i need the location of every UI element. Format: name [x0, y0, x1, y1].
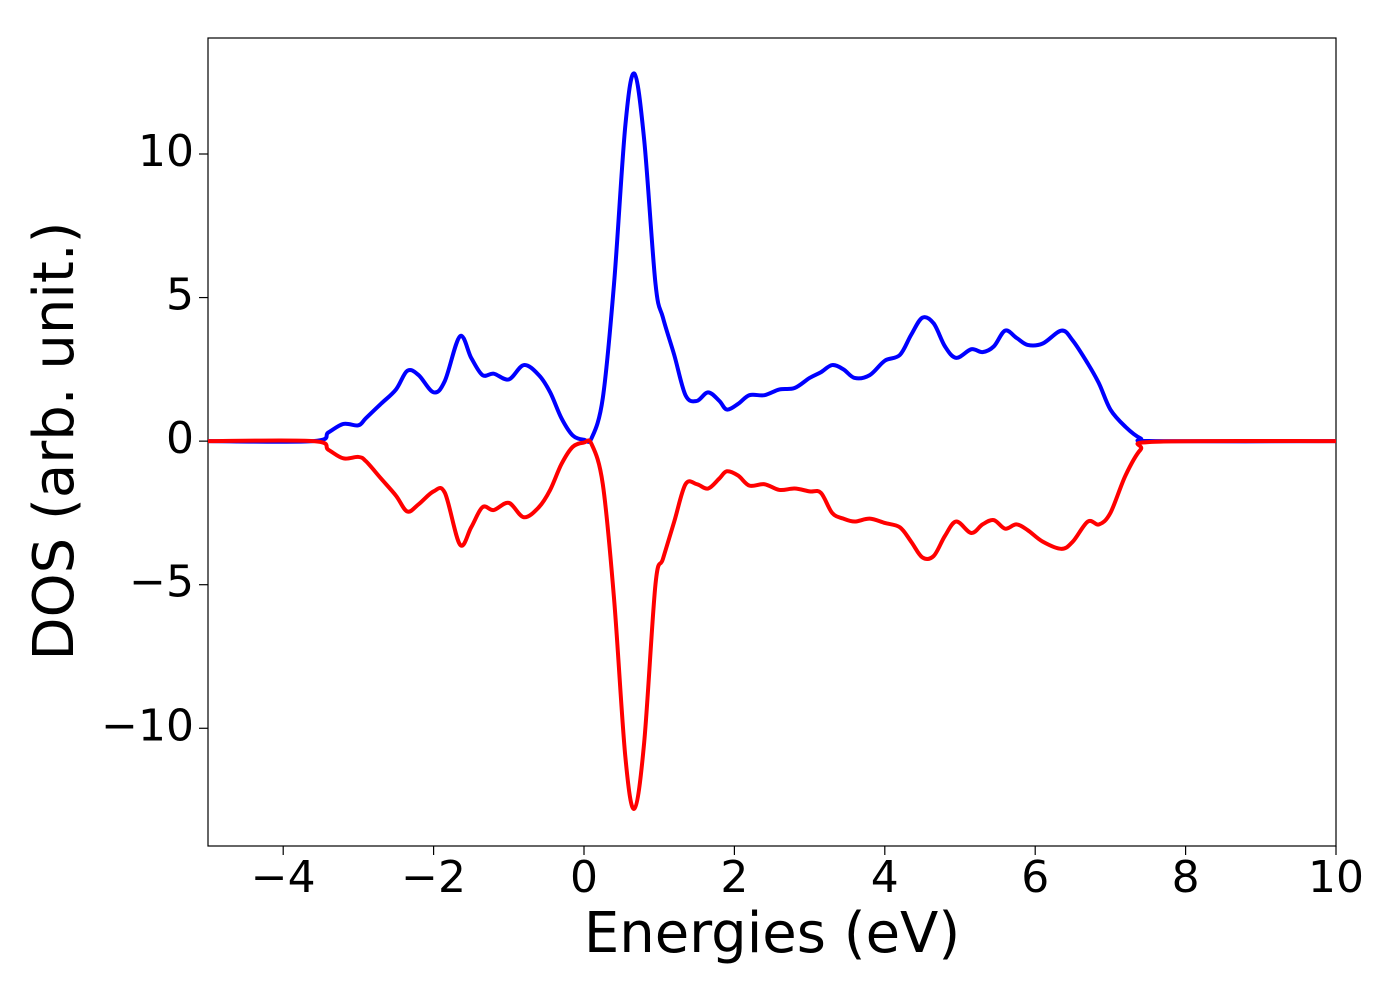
y-tick-label: −10	[101, 700, 194, 751]
y-axis-label: DOS (arb. unit.)	[22, 221, 87, 660]
x-tick-label: 10	[1308, 852, 1364, 903]
x-tick-label: −2	[401, 852, 466, 903]
x-tick-label: 4	[871, 852, 899, 903]
dos-line	[207, 438, 1337, 811]
x-axis-label: Energies (eV)	[584, 901, 960, 966]
x-tick-label: 8	[1172, 852, 1200, 903]
y-tick-label: 10	[138, 126, 194, 177]
y-tick-label: 5	[166, 270, 194, 321]
x-tick-label: 6	[1021, 852, 1049, 903]
x-tick-label: 0	[570, 852, 598, 903]
dos-line	[207, 71, 1337, 444]
y-tick-label: 0	[166, 413, 194, 464]
x-tick-label: −4	[251, 852, 316, 903]
y-tick-label: −5	[129, 557, 194, 608]
x-tick-label: 2	[720, 852, 748, 903]
